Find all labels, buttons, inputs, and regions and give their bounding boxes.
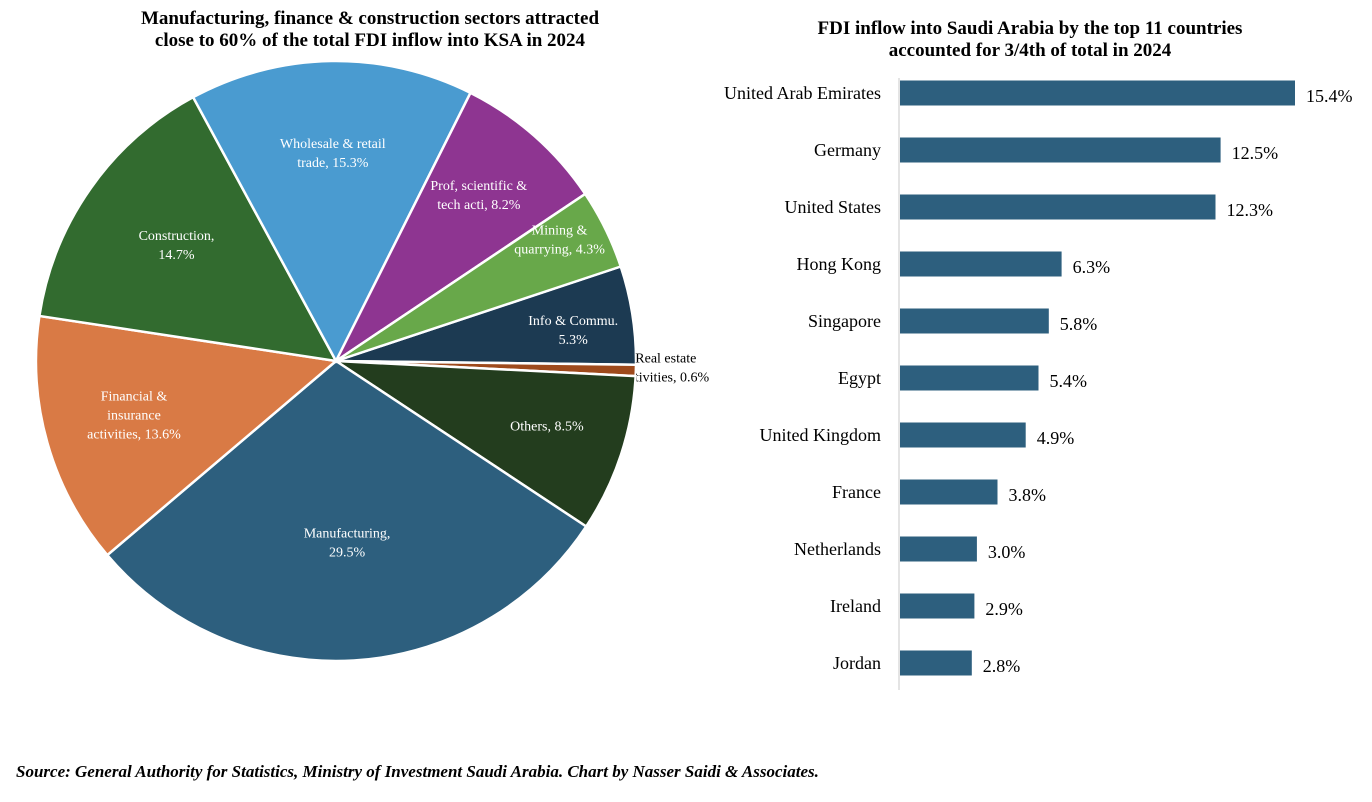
pie-slice-manufacturing xyxy=(105,359,588,663)
pie-slice-construction xyxy=(37,95,339,363)
pie-label-real-estate-activities: Real estate activities, 0.6% xyxy=(622,351,709,385)
pie-label-manufacturing: Manufacturing, 29.5% xyxy=(304,527,391,561)
bar-value-label: 2.9% xyxy=(985,599,1023,619)
bar-category-label: Hong Kong xyxy=(797,254,882,274)
pie-label-line: tech acti, 8.2% xyxy=(437,198,521,213)
bar-value-label: 3.8% xyxy=(1009,485,1047,505)
pie-label-financial-insurance-activities: Financial & insurance activities, 13.6% xyxy=(87,389,181,442)
bar-category-label: Jordan xyxy=(833,653,881,673)
pie-label-line: activities, 0.6% xyxy=(622,370,709,385)
pie-chart-title: Manufacturing, finance & construction se… xyxy=(120,8,620,52)
pie-slice-prof-scientific-tech-acti xyxy=(332,91,587,365)
pie-slice-others xyxy=(331,359,637,529)
pie-label-line: Prof, scientific & xyxy=(430,179,527,194)
pie-label-line: quarrying, 4.3% xyxy=(514,243,605,258)
bar-value-label: 5.8% xyxy=(1060,314,1098,334)
bar-singapore xyxy=(900,308,1049,334)
bar-value-label: 12.5% xyxy=(1232,143,1279,163)
bar-category-label: Netherlands xyxy=(794,539,881,559)
bar-value-label: 6.3% xyxy=(1073,257,1111,277)
pie-label-info-commu: Info & Commu. 5.3% xyxy=(528,314,618,348)
pie-label-prof-scientific-tech-acti: Prof, scientific & tech acti, 8.2% xyxy=(430,179,527,213)
bar-title-line-1: FDI inflow into Saudi Arabia by the top … xyxy=(817,18,1243,39)
pie-label-line: Manufacturing, xyxy=(304,527,391,542)
pie-title-line-2: close to 60% of the total FDI inflow int… xyxy=(154,30,586,51)
pie-label-line: Mining & xyxy=(532,224,588,239)
bar-category-label: Singapore xyxy=(808,311,881,331)
bar-title-line-2: accounted for 3/4th of total in 2024 xyxy=(888,40,1172,61)
pie-label-others: Others, 8.5% xyxy=(510,419,584,434)
bar-netherlands xyxy=(900,536,977,562)
bar-category-label: United Arab Emirates xyxy=(724,83,881,103)
bar-value-label: 4.9% xyxy=(1037,428,1075,448)
bar-value-label: 5.4% xyxy=(1050,371,1088,391)
bar-category-label: United Kingdom xyxy=(760,425,882,445)
bar-chart: United Arab Emirates 15.4% Germany 12.5% Uni… xyxy=(724,78,1353,690)
bar-value-label: 2.8% xyxy=(983,656,1021,676)
bar-united-arab-emirates xyxy=(900,80,1295,106)
bar-category-label: France xyxy=(832,482,881,502)
pie-label-line: Others, 8.5% xyxy=(510,419,584,434)
bar-ireland xyxy=(900,593,975,619)
bar-value-label: 3.0% xyxy=(988,542,1026,562)
bar-category-label: United States xyxy=(785,197,882,217)
pie-label-wholesale-retail-trade: Wholesale & retail trade, 15.3% xyxy=(280,137,386,171)
bar-france xyxy=(900,479,998,505)
pie-chart: Info & Commu. 5.3% Real estate activities, … xyxy=(34,59,709,663)
bar-category-label: Egypt xyxy=(838,368,881,388)
pie-label-line: Info & Commu. xyxy=(528,314,618,329)
pie-label-line: activities, 13.6% xyxy=(87,427,181,442)
bar-value-label: 12.3% xyxy=(1227,200,1274,220)
bar-chart-title: FDI inflow into Saudi Arabia by the top … xyxy=(760,18,1300,62)
pie-label-construction: Construction, 14.7% xyxy=(139,229,215,263)
bar-germany xyxy=(900,137,1221,163)
pie-label-line: Financial & xyxy=(101,389,168,404)
bar-value-label: 15.4% xyxy=(1306,86,1353,106)
bar-jordan xyxy=(900,650,972,676)
pie-label-line: 5.3% xyxy=(559,333,589,348)
pie-slice-financial-insurance-activities xyxy=(34,314,339,557)
pie-label-mining-quarrying: Mining & quarrying, 4.3% xyxy=(514,224,605,258)
bar-hong-kong xyxy=(900,251,1062,277)
pie-slice-mining-quarrying xyxy=(335,192,623,363)
pie-label-line: 14.7% xyxy=(158,248,195,263)
bar-category-label: Ireland xyxy=(830,596,881,616)
pie-label-line: Wholesale & retail xyxy=(280,137,386,152)
pie-title-line-1: Manufacturing, finance & construction se… xyxy=(140,8,600,29)
source-note: Source: General Authority for Statistics… xyxy=(16,762,819,781)
pie-label-line: Construction, xyxy=(139,229,215,244)
pie-slice-wholesale-retail-trade xyxy=(191,59,473,364)
bar-united-kingdom xyxy=(900,422,1026,448)
bar-united-states xyxy=(900,194,1216,220)
pie-label-line: insurance xyxy=(107,408,161,423)
bar-category-label: Germany xyxy=(814,140,881,160)
pie-label-line: trade, 15.3% xyxy=(297,156,368,171)
pie-label-line: 29.5% xyxy=(329,546,366,561)
pie-label-line: Real estate xyxy=(635,351,696,366)
bar-egypt xyxy=(900,365,1039,391)
